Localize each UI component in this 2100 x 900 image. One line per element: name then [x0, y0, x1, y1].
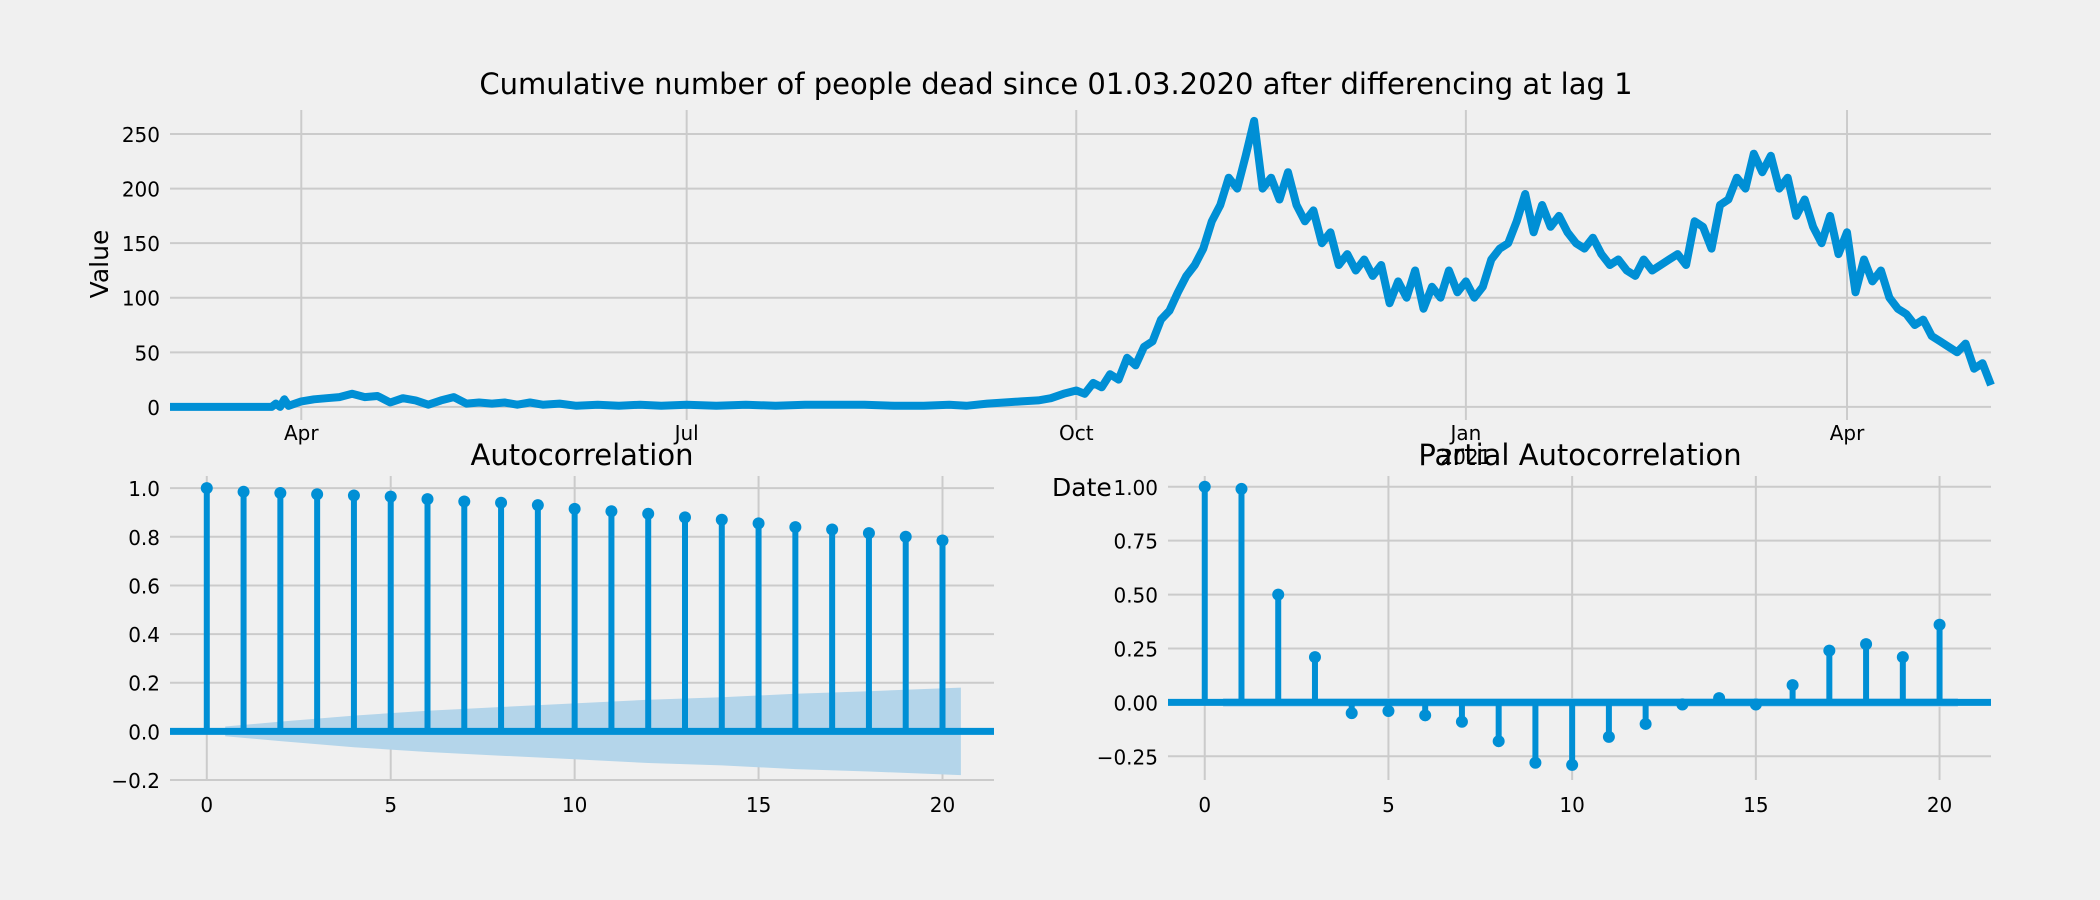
partial-autocorrelation-marker	[1198, 480, 1211, 493]
autocorrelation-y-tick-label: 0.4	[128, 623, 160, 647]
partial-autocorrelation-x-tick-label: 10	[1559, 793, 1584, 817]
time-series-y-tick-label: 50	[135, 341, 160, 365]
autocorrelation-x-tick-label: 5	[384, 793, 397, 817]
autocorrelation-marker	[899, 530, 912, 543]
time-series-title: Cumulative number of people dead since 0…	[479, 67, 1632, 101]
autocorrelation-y-tick-label: 1.0	[128, 477, 160, 501]
time-series-y-tick-label: 150	[122, 232, 160, 256]
partial-autocorrelation-marker	[1860, 638, 1873, 651]
time-series-line	[170, 116, 1995, 411]
partial-autocorrelation-marker	[1566, 758, 1579, 771]
partial-autocorrelation-marker	[1602, 730, 1615, 743]
autocorrelation-marker	[458, 495, 471, 508]
partial-autocorrelation-marker	[1786, 679, 1799, 692]
autocorrelation-marker	[568, 502, 581, 515]
autocorrelation-x-tick-label: 10	[562, 793, 587, 817]
partial-autocorrelation-y-tick-label: 0.00	[1113, 691, 1158, 715]
time-series-x-tick-label: Apr	[1830, 421, 1865, 445]
autocorrelation-title: Autocorrelation	[471, 438, 694, 472]
partial-autocorrelation-y-tick-label: 0.50	[1113, 584, 1158, 608]
autocorrelation-marker	[384, 490, 397, 503]
time-series-y-tick-label: 0	[147, 396, 160, 420]
partial-autocorrelation-marker	[1455, 715, 1468, 728]
time-series-x-tick-label: Jan	[1448, 421, 1481, 445]
partial-autocorrelation-y-tick-label: 0.25	[1113, 637, 1158, 661]
partial-autocorrelation-marker	[1382, 705, 1395, 718]
autocorrelation-marker	[495, 496, 508, 509]
partial-autocorrelation-marker	[1345, 707, 1358, 720]
autocorrelation-x-tick-label: 0	[200, 793, 213, 817]
time-series-x-tick-label: Oct	[1059, 421, 1094, 445]
partial-autocorrelation-marker	[1235, 482, 1248, 495]
autocorrelation-marker	[605, 505, 618, 518]
partial-autocorrelation-marker	[1272, 588, 1285, 601]
time-series-x-tick-label: 2021	[1440, 445, 1491, 469]
autocorrelation-marker	[421, 493, 434, 506]
partial-autocorrelation-marker	[1308, 651, 1321, 664]
partial-autocorrelation-marker	[1492, 735, 1505, 748]
autocorrelation-marker	[200, 482, 213, 495]
partial-autocorrelation-marker	[1896, 651, 1909, 664]
autocorrelation-x-tick-label: 20	[930, 793, 955, 817]
partial-autocorrelation-marker	[1639, 717, 1652, 730]
partial-autocorrelation-y-tick-label: 0.75	[1113, 530, 1158, 554]
partial-autocorrelation-marker	[1713, 692, 1726, 705]
partial-autocorrelation-panel: −0.25 0.00 0.25 0.50 0.75 1.00 0 5 10 15 20 Partia…	[1097, 438, 1991, 817]
partial-autocorrelation-ticks: −0.25 0.00 0.25 0.50 0.75 1.00 0 5 10 15 20	[1097, 476, 1953, 817]
autocorrelation-stems	[170, 482, 994, 735]
partial-autocorrelation-marker	[1933, 618, 1946, 631]
autocorrelation-y-tick-label: 0.8	[128, 526, 160, 550]
autocorrelation-ticks: −0.2 0.0 0.2 0.4 0.6 0.8 1.0 0 5 10 15 20	[111, 477, 955, 817]
time-series-x-tick-label: Apr	[284, 421, 319, 445]
autocorrelation-y-tick-label: 0.2	[128, 672, 160, 696]
time-series-x-axis-label: Date	[1052, 473, 1112, 502]
partial-autocorrelation-x-tick-label: 5	[1382, 793, 1395, 817]
partial-autocorrelation-y-tick-label: −0.25	[1097, 745, 1158, 769]
autocorrelation-marker	[936, 534, 949, 547]
autocorrelation-marker	[679, 511, 691, 524]
time-series-y-tick-label: 250	[122, 123, 160, 147]
autocorrelation-marker	[347, 489, 360, 502]
partial-autocorrelation-marker	[1676, 698, 1689, 711]
partial-autocorrelation-x-tick-label: 20	[1927, 793, 1952, 817]
autocorrelation-marker	[642, 507, 655, 520]
autocorrelation-marker	[237, 485, 250, 498]
autocorrelation-y-tick-label: 0.6	[128, 574, 160, 598]
partial-autocorrelation-y-tick-label: 1.00	[1113, 476, 1158, 500]
autocorrelation-marker	[311, 488, 324, 501]
autocorrelation-marker	[862, 527, 875, 540]
partial-autocorrelation-marker	[1749, 698, 1762, 711]
time-series-y-axis-label: Value	[85, 230, 114, 299]
autocorrelation-marker	[789, 521, 802, 534]
partial-autocorrelation-marker	[1529, 756, 1542, 769]
partial-autocorrelation-stems	[1168, 480, 1991, 771]
partial-autocorrelation-marker	[1823, 644, 1836, 657]
autocorrelation-marker	[531, 499, 544, 512]
partial-autocorrelation-x-tick-label: 0	[1198, 793, 1211, 817]
autocorrelation-y-tick-label: −0.2	[111, 769, 160, 793]
autocorrelation-panel: −0.2 0.0 0.2 0.4 0.6 0.8 1.0 0 5 10 15 20 Autocorre…	[111, 438, 994, 817]
partial-autocorrelation-marker	[1419, 709, 1432, 722]
autocorrelation-y-tick-label: 0.0	[128, 720, 160, 744]
time-series-x-tick-label: Jul	[673, 421, 699, 445]
partial-autocorrelation-x-tick-label: 15	[1743, 793, 1768, 817]
time-series-grid	[170, 110, 1991, 420]
partial-autocorrelation-title: Partial Autocorrelation	[1418, 438, 1741, 472]
autocorrelation-marker	[826, 523, 839, 536]
autocorrelation-x-tick-label: 15	[746, 793, 771, 817]
time-series-y-tick-label: 200	[122, 178, 160, 202]
autocorrelation-marker	[715, 513, 728, 526]
autocorrelation-marker	[752, 517, 765, 530]
time-series-y-tick-label: 100	[122, 287, 160, 311]
autocorrelation-marker	[274, 487, 287, 500]
